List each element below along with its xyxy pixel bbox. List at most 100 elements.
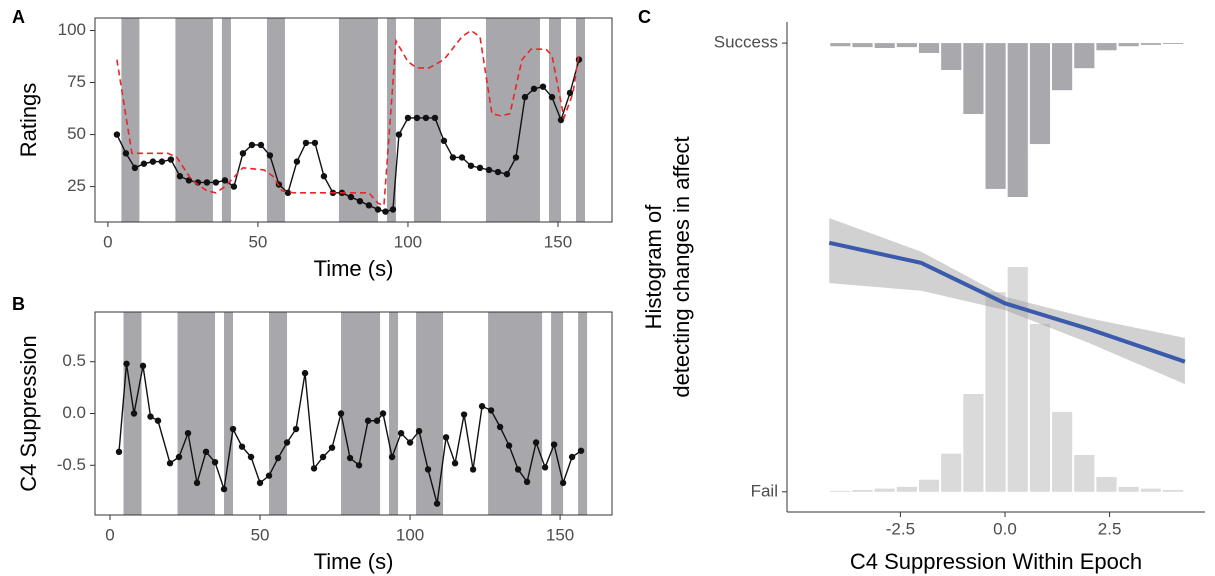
- x-tick-label: -2.5: [886, 519, 915, 538]
- histogram-bar: [1052, 43, 1073, 91]
- histogram-bar: [1140, 488, 1161, 492]
- point: [539, 83, 547, 90]
- point: [203, 179, 211, 186]
- y-tick-label: 25: [67, 176, 86, 195]
- point: [256, 479, 264, 487]
- point: [193, 479, 201, 487]
- shaded-interval: [338, 18, 378, 222]
- point: [293, 158, 301, 165]
- shaded-interval: [175, 18, 213, 222]
- y-tick-label: 100: [58, 20, 86, 39]
- x-axis-title: Time (s): [314, 549, 394, 574]
- histogram-bar: [1140, 43, 1161, 45]
- point: [532, 439, 540, 446]
- shaded-interval: [269, 312, 288, 515]
- point: [154, 417, 162, 424]
- histogram-bar: [830, 490, 851, 492]
- histogram-bar: [852, 43, 873, 48]
- point: [257, 141, 265, 149]
- point: [413, 114, 421, 122]
- point: [530, 85, 538, 92]
- panel-label: A: [12, 7, 25, 27]
- shaded-interval: [575, 18, 585, 222]
- point: [239, 150, 247, 157]
- point: [176, 173, 184, 180]
- histogram-bar: [918, 43, 940, 53]
- y-tick-label: -0.5: [57, 455, 86, 474]
- point: [283, 439, 291, 446]
- shaded-interval: [488, 312, 543, 515]
- point: [566, 89, 574, 97]
- point: [424, 466, 432, 473]
- point: [248, 141, 256, 149]
- histogram-bar: [1007, 43, 1028, 197]
- point: [433, 500, 441, 507]
- histogram-bar: [852, 490, 873, 492]
- point: [147, 413, 154, 420]
- point: [521, 93, 529, 101]
- point: [221, 177, 229, 184]
- y-axis-title: detecting changes in affect: [669, 136, 694, 397]
- x-tick-label: 100: [394, 232, 422, 251]
- x-tick-label: 100: [396, 525, 424, 544]
- x-tick-label: 0.0: [993, 519, 1017, 538]
- point: [440, 137, 448, 145]
- point: [319, 453, 327, 461]
- point: [292, 425, 300, 433]
- shaded-interval: [485, 18, 540, 222]
- confidence-band: [829, 218, 1185, 385]
- point: [130, 410, 138, 417]
- point: [139, 362, 147, 370]
- point: [123, 360, 130, 367]
- x-tick-label: 0: [105, 525, 114, 544]
- histogram-bar: [963, 393, 984, 492]
- point: [388, 453, 396, 461]
- point: [451, 460, 459, 467]
- point: [175, 453, 183, 461]
- point: [559, 479, 567, 487]
- plot-frame: [94, 17, 613, 223]
- point: [115, 448, 123, 456]
- histogram-bar: [1118, 486, 1139, 492]
- shaded-interval: [389, 312, 399, 515]
- point: [494, 168, 502, 176]
- y-tick-label: 75: [67, 72, 86, 91]
- point: [202, 448, 210, 456]
- histogram-bar: [1074, 455, 1095, 492]
- point: [122, 150, 130, 157]
- series-line: [116, 29, 580, 207]
- point: [467, 162, 475, 169]
- point: [512, 154, 520, 161]
- point: [442, 434, 450, 441]
- point: [389, 206, 397, 213]
- panel-label: B: [12, 294, 25, 314]
- point: [220, 485, 228, 493]
- histogram-bar: [985, 43, 1006, 189]
- point: [422, 114, 430, 122]
- histogram-bar: [1029, 43, 1051, 145]
- panel-label: C: [638, 7, 651, 27]
- point: [379, 410, 387, 417]
- point: [458, 154, 466, 161]
- shaded-interval: [386, 18, 396, 222]
- histogram-bar: [830, 43, 851, 47]
- point: [131, 164, 139, 172]
- point: [320, 173, 328, 180]
- point: [238, 443, 246, 450]
- point: [548, 93, 556, 101]
- point: [158, 158, 166, 165]
- x-tick-label: 2.5: [1098, 519, 1122, 538]
- point: [478, 403, 486, 410]
- y-tick-label: 0.5: [62, 351, 86, 370]
- shaded-interval: [224, 312, 234, 515]
- point: [476, 164, 484, 172]
- point: [265, 472, 273, 479]
- histogram-bar: [1007, 267, 1028, 492]
- point: [184, 429, 192, 437]
- point: [113, 131, 121, 138]
- point: [311, 139, 319, 147]
- point: [541, 464, 549, 471]
- point: [355, 462, 363, 469]
- y-axis-title: C4 Suppression: [16, 335, 41, 492]
- shaded-interval: [121, 18, 140, 222]
